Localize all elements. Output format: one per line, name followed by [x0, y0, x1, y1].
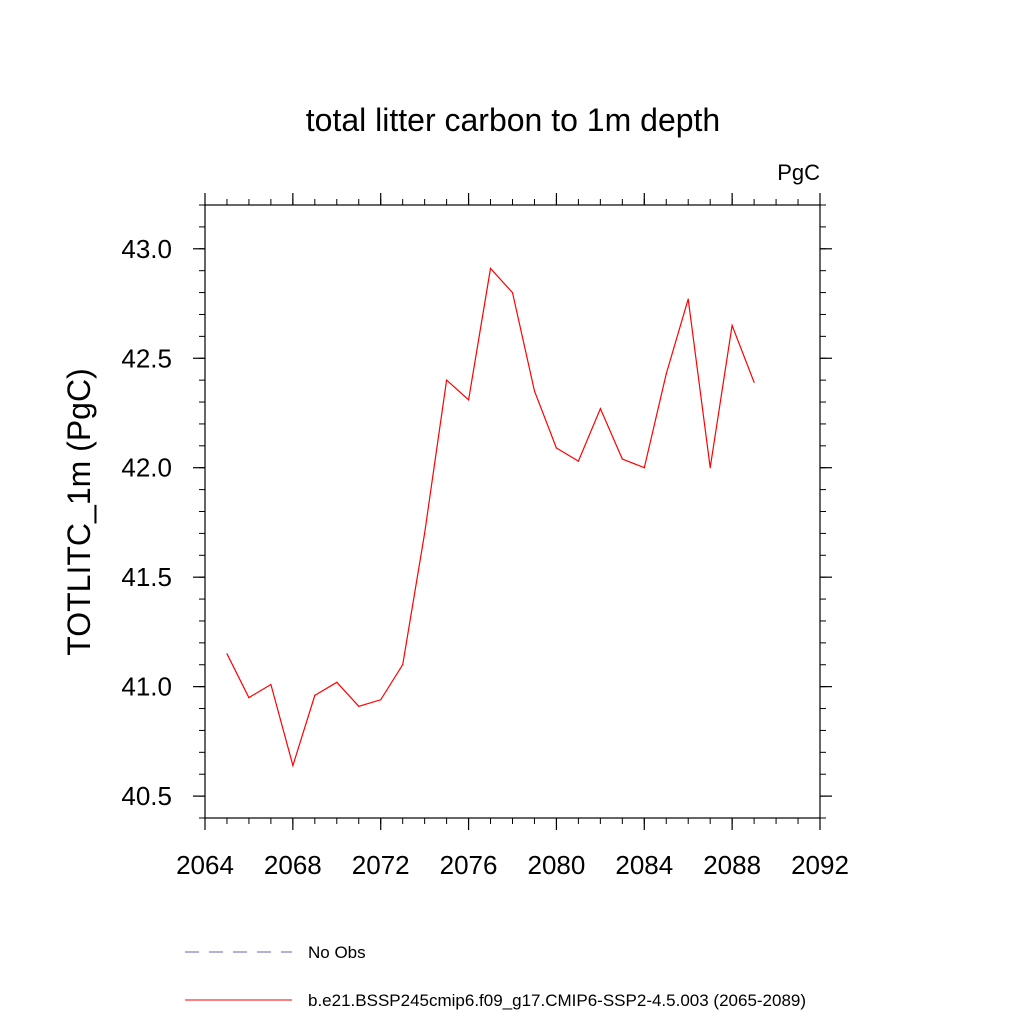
x-tick-label: 2068 [264, 850, 322, 880]
data-point [665, 373, 667, 375]
legend-label-model-run: b.e21.BSSP245cmip6.f09_g17.CMIP6-SSP2-4.… [308, 991, 806, 1010]
data-point [731, 324, 733, 326]
data-point [446, 379, 448, 381]
data-point [621, 458, 623, 460]
axis-ticks [193, 193, 832, 830]
data-point [489, 267, 492, 270]
data-point [753, 381, 755, 383]
data-point [577, 460, 580, 462]
series-group [226, 267, 755, 768]
units-label: PgC [777, 160, 820, 185]
x-tick-label: 2080 [528, 850, 586, 880]
y-tick-labels: 40.5 41.0 41.5 42.0 42.5 43.0 [121, 234, 172, 811]
data-point [226, 653, 228, 655]
chart-title: total litter carbon to 1m depth [306, 102, 720, 138]
legend-label-no-obs: No Obs [308, 943, 366, 962]
x-tick-label: 2088 [703, 850, 761, 880]
series-line [226, 267, 755, 768]
data-point [402, 664, 404, 666]
y-tick-label: 42.0 [121, 453, 172, 483]
y-tick-label: 41.0 [121, 672, 172, 702]
data-point [511, 292, 514, 294]
y-tick-label: 40.5 [121, 781, 172, 811]
legend: No Obs b.e21.BSSP245cmip6.f09_g17.CMIP6-… [185, 943, 806, 1010]
y-axis-label: TOTLITC_1m (PgC) [61, 368, 97, 655]
x-tick-label: 2076 [440, 850, 498, 880]
data-point [248, 697, 250, 699]
x-tick-label: 2064 [176, 850, 234, 880]
data-point [533, 390, 536, 392]
data-point [599, 408, 602, 410]
data-point [555, 447, 558, 449]
data-point [292, 764, 294, 767]
x-tick-labels: 2064 2068 2072 2076 2080 2084 2088 2092 [176, 850, 849, 880]
data-point [687, 298, 689, 300]
data-point [424, 532, 426, 535]
data-point [380, 699, 382, 701]
data-point [314, 694, 316, 697]
data-point [643, 467, 645, 469]
x-tick-label: 2084 [615, 850, 673, 880]
data-point [358, 705, 360, 707]
data-point [709, 467, 711, 469]
data-point [270, 683, 272, 686]
y-tick-label: 42.5 [121, 343, 172, 373]
y-tick-label: 43.0 [121, 234, 172, 264]
y-tick-label: 41.5 [121, 562, 172, 592]
data-point [336, 681, 338, 683]
plot-frame [204, 204, 821, 819]
x-tick-label: 2092 [791, 850, 849, 880]
x-tick-label: 2072 [352, 850, 410, 880]
data-point [468, 399, 470, 401]
